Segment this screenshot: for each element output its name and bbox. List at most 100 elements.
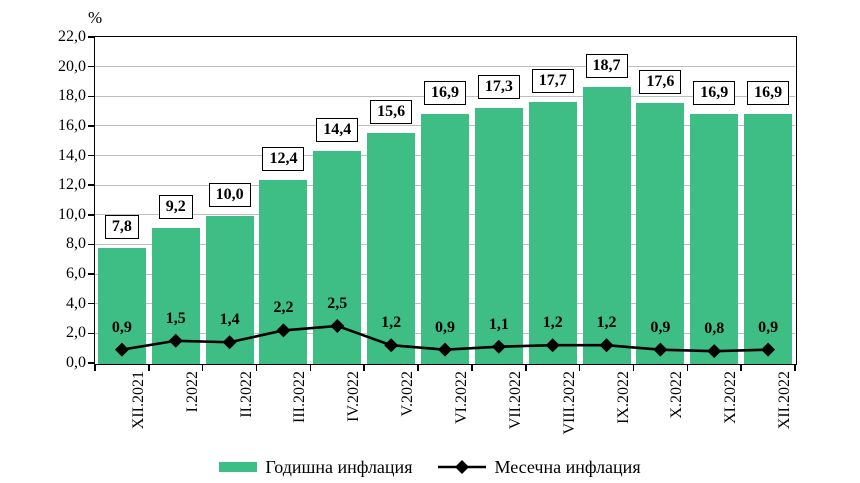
line-marker-diamond — [545, 338, 560, 353]
y-axis-tick — [88, 154, 94, 157]
x-axis-tick — [255, 365, 258, 371]
legend: Годишна инфлация Месечна инфлация — [0, 453, 860, 481]
y-axis-tick-label: 14,0 — [58, 146, 86, 164]
bar-value-label: 16,9 — [747, 80, 790, 105]
x-axis-tick — [578, 365, 581, 371]
legend-line-diamond-icon — [438, 460, 487, 474]
bar-value-label: 17,6 — [639, 70, 682, 95]
plot-area: 7,8 9,2 10,0 12,4 14,4 15,6 16,9 17,3 17,7 18,7 17… — [94, 36, 797, 365]
y-axis-tick-label: 0,0 — [66, 354, 86, 371]
line-value-label: 1,4 — [219, 311, 240, 329]
x-axis-tick-label: IX.2022 — [614, 371, 632, 424]
y-axis-tick — [88, 184, 94, 186]
x-axis-tick — [632, 365, 635, 371]
x-axis-tick — [148, 365, 150, 371]
y-axis-tick — [88, 125, 94, 127]
line-value-label: 0,9 — [111, 318, 132, 336]
y-axis-tick — [88, 95, 94, 98]
y-axis-tick — [88, 65, 94, 68]
line-marker-diamond — [707, 344, 722, 359]
y-axis-tick — [88, 273, 94, 275]
x-axis-tick-label: II.2022 — [237, 371, 255, 418]
legend-label-annual: Годишна инфлация — [265, 456, 413, 477]
x-axis-tick — [363, 365, 365, 371]
y-axis-tick-label: 22,0 — [58, 28, 86, 45]
x-axis-tick-label: XII.2022 — [776, 371, 794, 430]
x-axis-tick-label: V.2022 — [399, 371, 417, 417]
bar-annual-inflation — [636, 103, 685, 364]
y-axis-tick — [88, 214, 94, 216]
x-axis-tick-label: VI.2022 — [453, 371, 470, 424]
y-axis-tick — [88, 36, 94, 38]
x-axis-tick-label: VII.2022 — [506, 371, 524, 430]
legend-bar-swatch — [219, 462, 258, 472]
line-marker-diamond — [330, 318, 345, 333]
x-axis-tick-label: IV.2022 — [345, 371, 363, 422]
bar-value-label: 17,3 — [477, 74, 520, 99]
line-value-label: 1,2 — [381, 314, 402, 332]
bar-value-label: 15,6 — [370, 99, 413, 124]
bar-annual-inflation — [744, 113, 793, 364]
line-value-label: 0,9 — [758, 318, 779, 336]
line-value-label: 0,9 — [650, 318, 671, 336]
y-axis-tick-label: 8,0 — [66, 235, 86, 253]
y-axis-tick-label: 18,0 — [58, 87, 86, 105]
line-value-label: 1,2 — [542, 314, 563, 332]
line-value-label: 1,1 — [488, 315, 509, 333]
bar-value-label: 9,2 — [158, 194, 193, 219]
bar-annual-inflation — [582, 86, 631, 364]
x-axis-tick — [794, 365, 796, 371]
line-marker-diamond — [653, 342, 668, 357]
bar-value-label: 10,0 — [208, 182, 251, 207]
line-value-label: 1,5 — [165, 309, 186, 327]
legend-item-monthly: Месечна инфлация — [438, 457, 641, 478]
line-marker-diamond — [761, 342, 776, 357]
x-axis-tick-label: I.2022 — [183, 371, 201, 413]
y-axis-tick — [88, 243, 94, 246]
x-axis-tick-label: X.2022 — [668, 371, 686, 419]
monthly-inflation-line — [114, 318, 776, 359]
bar-annual-inflation — [474, 107, 523, 364]
y-axis-tick-label: 16,0 — [58, 116, 86, 134]
y-axis-tick-label: 4,0 — [66, 294, 86, 312]
line-marker-diamond — [599, 338, 614, 353]
x-axis-tick — [525, 365, 527, 371]
x-axis-tick-label: VIII.2022 — [560, 371, 578, 435]
bar-value-label: 12,4 — [262, 147, 305, 172]
line-value-label: 1,2 — [596, 314, 617, 332]
line-value-label: 2,5 — [327, 294, 348, 312]
bar-value-label: 16,9 — [424, 80, 466, 105]
x-axis-tick — [94, 365, 96, 371]
y-axis-unit-label: % — [88, 8, 103, 27]
line-marker-diamond — [491, 339, 506, 354]
bar-value-label: 14,4 — [316, 117, 359, 142]
line-marker-diamond — [222, 335, 237, 350]
x-axis-tick-label: XI.2022 — [722, 371, 740, 424]
x-axis-tick-label: XII.2021 — [129, 371, 147, 430]
x-axis-tick — [309, 365, 312, 371]
y-axis-tick — [88, 332, 94, 335]
y-axis-tick-label: 20,0 — [58, 57, 86, 75]
line-value-label: 0,9 — [435, 318, 455, 336]
y-axis-tick — [88, 302, 94, 305]
bar-annual-inflation — [367, 132, 416, 364]
bar-value-label: 18,7 — [585, 53, 628, 78]
y-axis-tick-label: 6,0 — [66, 265, 86, 283]
gridline — [95, 66, 795, 68]
bar-value-label: 7,8 — [104, 215, 139, 240]
x-axis-tick — [740, 365, 742, 371]
y-axis-tick-label: 2,0 — [66, 324, 86, 342]
x-axis-tick-label: III.2022 — [291, 371, 309, 423]
line-marker-diamond — [168, 333, 183, 348]
bar-value-label: 17,7 — [531, 68, 574, 93]
y-axis-tick-label: 10,0 — [58, 205, 86, 223]
line-marker-diamond — [384, 338, 399, 353]
x-axis-tick — [417, 365, 419, 371]
line-marker-diamond — [276, 323, 291, 338]
line-value-label: 0,8 — [704, 320, 725, 338]
y-axis-tick-label: 12,0 — [58, 176, 86, 194]
legend-item-annual: Годишна инфлация — [219, 457, 412, 478]
y-axis-tick — [88, 362, 94, 364]
line-marker-diamond — [114, 342, 129, 357]
